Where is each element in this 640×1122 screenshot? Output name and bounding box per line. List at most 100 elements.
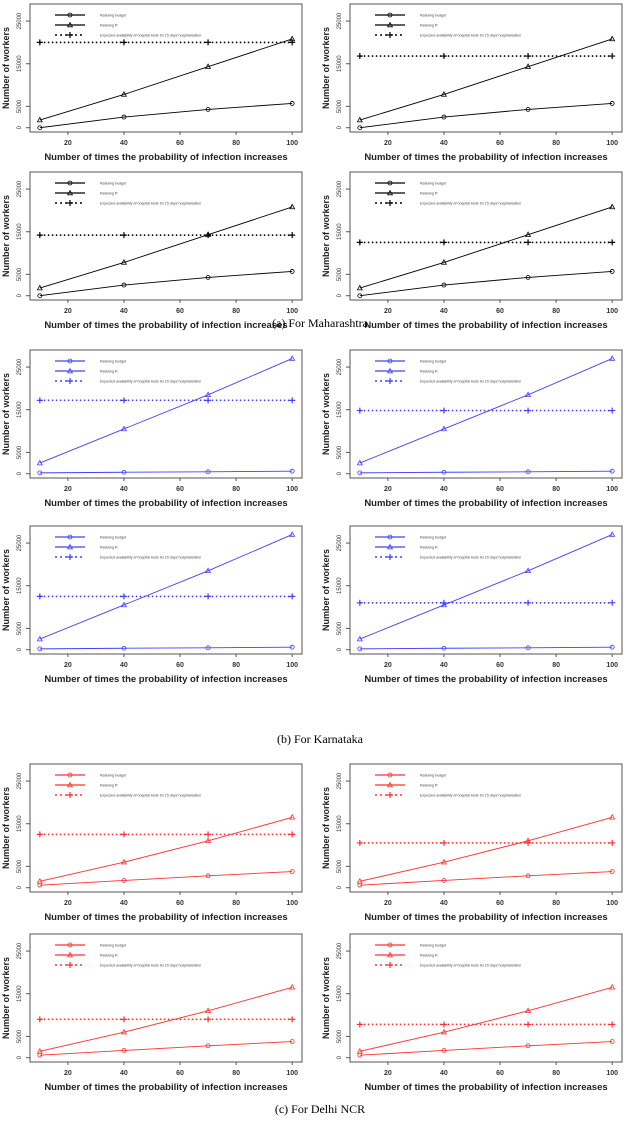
y-tick-label: 0: [17, 885, 23, 889]
caption-delhi: (c) For Delhi NCR: [274, 1102, 366, 1116]
caption-karnataka: (b) For Karnataka: [277, 732, 363, 746]
x-tick-label: 60: [176, 140, 184, 147]
legend-marker: [66, 367, 74, 374]
data-point: [36, 284, 43, 291]
data-point: [524, 231, 532, 237]
data-point: [205, 1016, 212, 1023]
x-axis-label: Number of times the probability of infec…: [364, 498, 607, 509]
data-point: [120, 1016, 127, 1023]
y-tick-label: 5000: [337, 859, 343, 873]
x-tick-label: 80: [232, 1070, 240, 1077]
legend-label: Expected availability of hospital beds f…: [420, 964, 521, 968]
x-tick-label: 100: [606, 486, 618, 493]
data-point: [36, 877, 43, 884]
legend-label: Relaxing budget: [100, 360, 126, 364]
data-point: [204, 1007, 212, 1013]
legend-label: Expected availability of hospital beds f…: [100, 556, 201, 560]
data-point: [441, 878, 447, 883]
data-point: [121, 878, 127, 883]
series-line-0: [39, 646, 293, 650]
y-axis-label: Number of workers: [1, 549, 11, 631]
line-chart: 0 5000 15000 25000 20 40 60 80 100 Number of time…: [321, 525, 623, 685]
data-point: [356, 53, 363, 60]
x-axis-label: Number of times the probability of infec…: [44, 152, 287, 163]
legend-label: Expected availability of hospital beds f…: [100, 964, 201, 968]
series-line-1: [359, 816, 613, 882]
data-point: [609, 599, 616, 606]
y-tick-label: 15000: [17, 223, 23, 240]
legend-marker: [67, 554, 73, 560]
y-tick-label: 0: [337, 125, 343, 129]
data-point: [609, 239, 616, 246]
legend-label: Relaxing budget: [420, 14, 446, 18]
data-point: [441, 114, 447, 120]
data-point: [205, 831, 212, 838]
data-point: [120, 91, 128, 97]
plot-frame: [29, 3, 303, 133]
line-chart: 0 5000 15000 25000 20 40 60 80 100 Number of time…: [321, 763, 623, 923]
x-axis-label: Number of times the probability of infec…: [364, 674, 607, 685]
y-tick-label: 25000: [337, 772, 343, 789]
legend-label: Relaxing R: [100, 954, 118, 958]
data-point: [204, 63, 212, 69]
data-point: [609, 1039, 615, 1044]
y-tick-label: 25000: [337, 942, 343, 959]
legend-marker: [386, 543, 394, 550]
data-point: [525, 239, 532, 246]
line-chart: 0 5000 15000 25000 20 40 60 80 100 Number of time…: [1, 933, 303, 1093]
data-point: [356, 1021, 363, 1028]
x-tick-label: 40: [440, 140, 448, 147]
y-tick-label: 25000: [17, 942, 23, 959]
x-tick-label: 100: [286, 900, 298, 907]
data-point: [441, 1048, 447, 1053]
y-tick-label: 15000: [337, 815, 343, 832]
x-tick-label: 40: [120, 140, 128, 147]
x-tick-label: 80: [232, 140, 240, 147]
data-point: [440, 259, 448, 265]
legend-label: Relaxing budget: [100, 774, 126, 778]
legend-label: Relaxing R: [420, 784, 438, 788]
data-point: [205, 274, 211, 280]
y-tick-label: 0: [17, 1055, 23, 1059]
x-tick-label: 40: [120, 486, 128, 493]
x-tick-label: 80: [232, 900, 240, 907]
data-point: [36, 1016, 43, 1023]
plot-frame: [349, 525, 623, 655]
data-point: [609, 1021, 616, 1028]
data-point: [357, 293, 363, 299]
data-point: [525, 469, 531, 475]
line-chart: 0 5000 15000 25000 20 40 60 80 100 Number of time…: [321, 171, 623, 331]
data-point: [525, 1021, 532, 1028]
legend-marker: [67, 378, 73, 384]
x-axis-label: Number of times the probability of infec…: [44, 320, 287, 331]
data-point: [121, 1048, 127, 1053]
series-line-0: [39, 1041, 293, 1056]
legend-marker: [386, 367, 394, 374]
x-tick-label: 80: [552, 662, 560, 669]
data-point: [525, 839, 532, 846]
x-tick-label: 20: [64, 140, 72, 147]
legend-marker: [66, 951, 74, 958]
series-line-0: [39, 470, 293, 474]
chart-delhi-2: 0 5000 15000 25000 20 40 60 80 100 Number of time…: [320, 760, 640, 925]
plot-frame: [29, 171, 303, 301]
data-point: [524, 391, 532, 397]
x-axis-label: Number of times the probability of infec…: [364, 320, 607, 331]
x-tick-label: 20: [384, 140, 392, 147]
x-tick-label: 20: [384, 1070, 392, 1077]
x-axis-label: Number of times the probability of infec…: [44, 1082, 287, 1093]
y-tick-label: 5000: [17, 267, 23, 281]
x-tick-label: 100: [606, 140, 618, 147]
line-chart: 0 5000 15000 25000 20 40 60 80 100 Number of time…: [321, 933, 623, 1093]
data-point: [525, 645, 531, 651]
data-point: [609, 203, 616, 210]
y-axis-label: Number of workers: [321, 195, 331, 277]
legend-marker: [387, 554, 393, 560]
legend-marker: [386, 951, 394, 958]
data-point: [524, 63, 532, 69]
series-line-0: [359, 871, 613, 886]
x-tick-label: 20: [64, 1070, 72, 1077]
series-line-1: [359, 534, 613, 640]
data-point: [609, 644, 615, 650]
data-point: [356, 839, 363, 846]
